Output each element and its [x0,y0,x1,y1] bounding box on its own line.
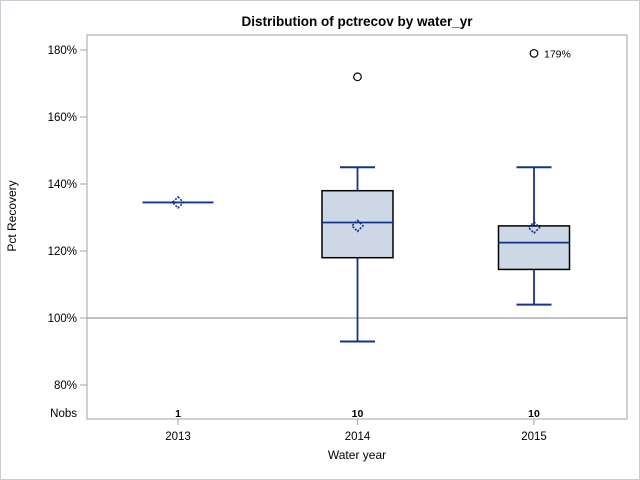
plot-layer: 80% 100% 120% 140% 160% 180% Nobs 2013 1 2014 10 20… [48,34,628,443]
y-tick-label: 180% [48,45,77,57]
outlier-point [353,72,362,82]
y-axis-title: Pct Recovery [5,180,19,251]
mean-diamond [171,195,185,210]
x-tick-label: 2015 [521,431,547,443]
y-tick-label: 120% [48,246,77,258]
iqr-box [321,189,394,259]
x-axis-title: Water year [328,448,386,462]
mean-diamond [350,219,365,233]
y-tick-label: 160% [48,112,77,124]
x-tick-label: 2013 [165,431,191,443]
y-tick-label: 80% [54,380,77,392]
mean-diamond [527,220,541,235]
outlier-label: 179% [544,48,571,60]
y-tick-label: 140% [48,179,77,191]
nobs-value: 10 [528,408,540,420]
nobs-value: 10 [352,408,364,420]
x-tick-label: 2014 [345,431,371,443]
iqr-box [497,225,571,271]
outlier-point [529,48,539,58]
nobs-row-label: Nobs [50,408,77,420]
y-tick-label: 100% [48,313,77,325]
nobs-value: 1 [175,408,181,420]
chart-title: Distribution of pctrecov by water_yr [241,14,473,29]
